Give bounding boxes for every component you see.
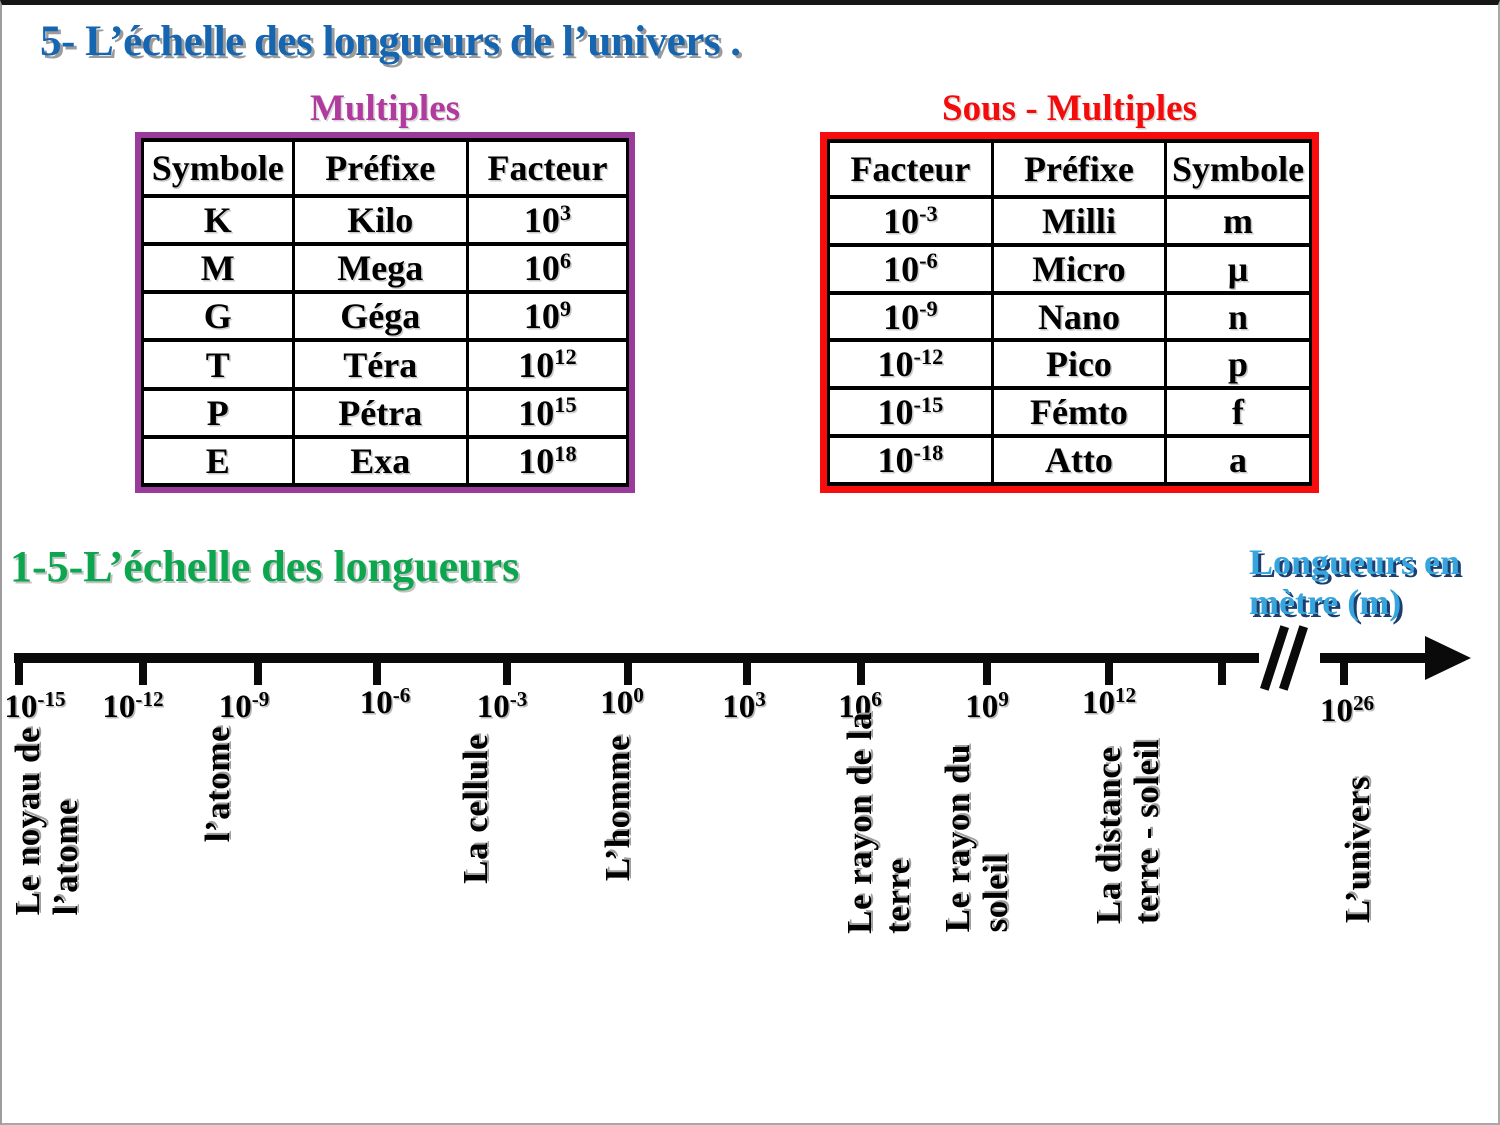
sous-header-symbole: Symbole (1164, 139, 1312, 199)
symbol-cell: f (1164, 386, 1312, 439)
axis-unit-label-line2: mètre (m) (1249, 582, 1402, 622)
factor-cell: 10-6 (827, 242, 994, 295)
symbol-cell: P (141, 386, 295, 439)
sous-multiples-table: Facteur Préfixe Symbole 10-3 Milli m 10-… (820, 132, 1319, 493)
page-title: 5- L’échelle des longueurs de l’univers … (40, 18, 741, 65)
factor-cell: 1015 (465, 386, 630, 439)
factor-cell: 10-9 (827, 290, 994, 343)
prefix-cell: Géga (291, 290, 469, 343)
axis-tick-label: 1026 (1319, 691, 1375, 729)
table-row: M Mega 106 (141, 242, 630, 295)
table-row: T Téra 1012 (141, 338, 630, 391)
axis-tick (743, 655, 751, 685)
axis-tick (983, 655, 991, 685)
axis-tick-label: 10-3 (476, 687, 528, 725)
axis-tick-label: 10-12 (102, 687, 164, 725)
symbol-cell: n (1164, 290, 1312, 343)
prefix-cell: Atto (990, 434, 1168, 486)
symbol-cell: K (141, 193, 295, 247)
axis-tick-label: 103 (722, 687, 766, 725)
symbol-cell: p (1164, 338, 1312, 391)
factor-cell: 10-12 (827, 338, 994, 391)
multiples-header-row: Symbole Préfixe Facteur (141, 138, 630, 198)
multiples-header-facteur: Facteur (465, 138, 630, 198)
table-row: 10-9 Nano n (827, 290, 1312, 343)
axis-tick-label: 10-9 (218, 687, 270, 725)
symbol-cell: G (141, 290, 295, 343)
table-row: E Exa 1018 (141, 434, 630, 488)
axis-tick (373, 655, 381, 685)
multiples-table: Symbole Préfixe Facteur K Kilo 103 M Meg… (135, 132, 635, 493)
axis-tick (254, 655, 262, 685)
symbol-cell: T (141, 338, 295, 391)
prefix-cell: Pétra (291, 386, 469, 439)
axis-tick-label: 100 (600, 683, 644, 721)
symbol-cell: M (141, 242, 295, 295)
multiples-table-title: Multiples (309, 88, 461, 129)
multiples-header-symbole: Symbole (141, 138, 295, 198)
prefix-cell: Pico (990, 338, 1168, 391)
table-row: G Géga 109 (141, 290, 630, 343)
table-row: 10-12 Pico p (827, 338, 1312, 391)
factor-cell: 1018 (465, 434, 630, 488)
prefix-cell: Nano (990, 290, 1168, 343)
table-row: P Pétra 1015 (141, 386, 630, 439)
axis-tick (857, 655, 865, 685)
factor-cell: 10-18 (827, 434, 994, 486)
axis-tick (139, 655, 147, 685)
axis-arrowhead-icon (1425, 636, 1471, 680)
axis-tick (1105, 655, 1113, 685)
sous-header-prefixe: Préfixe (990, 139, 1168, 199)
factor-cell: 10-15 (827, 386, 994, 439)
section-subtitle: 1-5-L’échelle des longueurs (10, 542, 520, 591)
multiples-header-prefixe: Préfixe (291, 138, 469, 198)
factor-cell: 109 (465, 290, 630, 343)
prefix-cell: Téra (291, 338, 469, 391)
axis-tick (15, 655, 23, 685)
factor-cell: 106 (465, 242, 630, 295)
prefix-cell: Micro (990, 242, 1168, 295)
table-row: 10-18 Atto a (827, 434, 1312, 486)
axis-tick-label: 109 (965, 687, 1009, 725)
factor-cell: 10-3 (827, 195, 994, 247)
prefix-cell: Mega (291, 242, 469, 295)
sous-header-facteur: Facteur (827, 139, 994, 199)
table-row: 10-6 Micro µ (827, 242, 1312, 295)
table-row: 10-15 Fémto f (827, 386, 1312, 439)
symbol-cell: a (1164, 434, 1312, 486)
factor-cell: 103 (465, 193, 630, 247)
axis-main-line (14, 653, 1259, 663)
axis-tick (1218, 655, 1226, 685)
axis-tick (503, 655, 511, 685)
axis-unit-label: Longueurs en mètre (m) (1249, 542, 1460, 622)
prefix-cell: Milli (990, 195, 1168, 247)
axis-tick-label: 10-6 (359, 683, 411, 721)
symbol-cell: m (1164, 195, 1312, 247)
prefix-cell: Kilo (291, 193, 469, 247)
axis-tick (1340, 655, 1348, 685)
sous-multiples-header-row: Facteur Préfixe Symbole (827, 139, 1312, 199)
table-row: K Kilo 103 (141, 193, 630, 247)
symbol-cell: E (141, 434, 295, 488)
axis-tick-label: 1012 (1081, 683, 1137, 721)
factor-cell: 1012 (465, 338, 630, 391)
axis-tick-label: 10-15 (4, 687, 66, 725)
axis-tick (624, 655, 632, 685)
axis-tick-label: 106 (838, 687, 882, 725)
axis-arrow-line (1320, 653, 1438, 663)
symbol-cell: µ (1164, 242, 1312, 295)
prefix-cell: Exa (291, 434, 469, 488)
table-row: 10-3 Milli m (827, 195, 1312, 247)
sous-multiples-table-title: Sous - Multiples (942, 88, 1197, 129)
prefix-cell: Fémto (990, 386, 1168, 439)
axis-unit-label-line1: Longueurs en (1249, 542, 1461, 582)
